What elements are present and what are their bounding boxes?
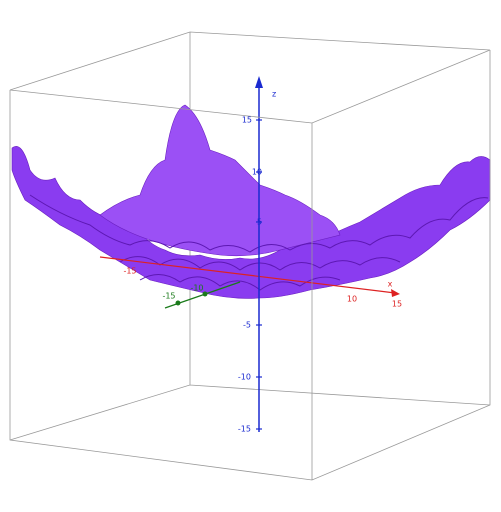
y-tick-label: -10: [190, 284, 203, 293]
x-tick-label: -15: [123, 267, 136, 276]
box-top: [9, 31, 491, 124]
surface-ridge: [139, 274, 341, 291]
surface-ridge: [29, 194, 489, 253]
z-tick-label: 15: [242, 116, 252, 125]
surface: [11, 104, 491, 299]
y-labels: -15 -10: [162, 284, 203, 301]
surface-ridge: [119, 256, 401, 271]
y-axis-point: [202, 291, 208, 297]
x-tick-label: 15: [392, 300, 402, 309]
z-tick-label: -5: [243, 321, 251, 330]
x-labels: -15 10 15 x: [123, 267, 402, 309]
surface-central-peak: [99, 104, 341, 257]
x-axis: [99, 256, 396, 294]
z-axis-arrow: [255, 76, 263, 88]
z-tick-label: -10: [238, 373, 251, 382]
z-ticks: [256, 119, 262, 430]
y-axis-point: [175, 300, 181, 306]
z-axis-name: z: [272, 90, 276, 99]
x-axis-name: x: [388, 280, 393, 289]
z-tick-label: 5: [257, 218, 262, 227]
x-axis-arrow: [391, 289, 400, 297]
y-tick-label: -15: [162, 292, 175, 301]
z-labels: z 15 10 5 -5 -10 -15: [238, 90, 276, 434]
box-front-edges: [9, 50, 491, 481]
x-tick-label: 10: [347, 295, 357, 304]
bounding-box-front: [9, 31, 491, 481]
z-tick-label: -15: [238, 425, 251, 434]
z-tick-label: 10: [252, 168, 262, 177]
